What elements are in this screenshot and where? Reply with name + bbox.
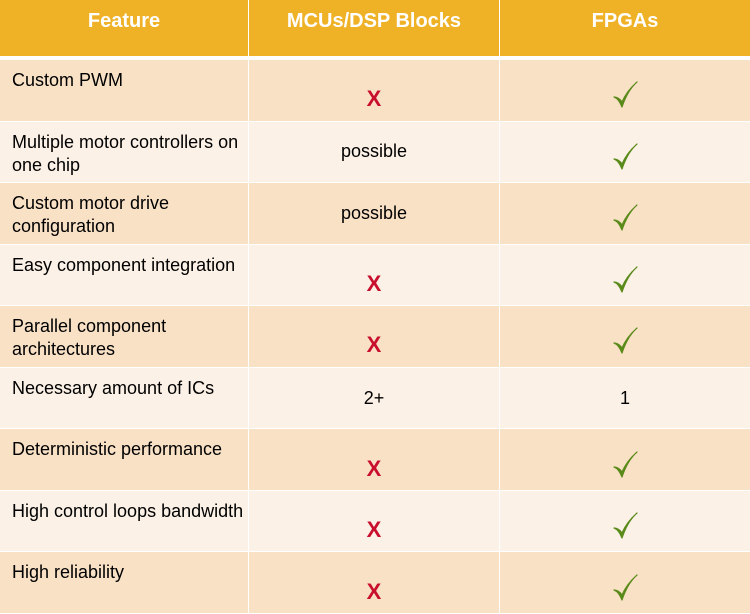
cross-mark-icon: X (366, 86, 382, 112)
check-mark (612, 255, 638, 295)
check-mark (612, 563, 638, 603)
check-mark (612, 501, 638, 541)
feature-cell: High control loops bandwidth (0, 490, 249, 553)
mcu-cell: X (249, 244, 500, 307)
fpga-cell (500, 60, 750, 122)
feature-cell: Custom motor drive configuration (0, 183, 249, 245)
fpga-value: 1 (619, 387, 630, 408)
mcu-cell: X (249, 552, 500, 614)
check-mark-icon (613, 512, 638, 539)
cross-mark-icon: X (366, 270, 382, 296)
cross-mark-icon: X (366, 578, 382, 604)
check-mark-icon (613, 574, 638, 601)
check-mark-icon (613, 81, 638, 108)
fpga-cell: 1 (500, 367, 750, 430)
header-mcu-dsp: MCUs/DSP Blocks (249, 0, 500, 60)
fpga-cell (500, 306, 750, 368)
feature-cell: High reliability (0, 552, 249, 614)
mcu-cell: 2+ (249, 367, 500, 430)
check-mark (612, 193, 638, 233)
check-mark (612, 70, 638, 110)
cross-mark-icon: X (366, 332, 382, 358)
mcu-value: possible (340, 202, 408, 223)
mcu-value: 2+ (363, 387, 385, 408)
fpga-cell (500, 429, 750, 491)
check-mark-icon (613, 143, 638, 170)
cross-mark-icon: X (366, 455, 382, 481)
fpga-cell (500, 552, 750, 614)
feature-cell: Custom PWM (0, 60, 249, 122)
check-mark (612, 316, 638, 356)
header-fpga: FPGAs (500, 0, 750, 60)
mcu-value: possible (340, 141, 408, 162)
mcu-cell: possible (249, 121, 500, 184)
check-mark (612, 440, 638, 480)
mcu-cell: X (249, 429, 500, 491)
fpga-cell (500, 244, 750, 307)
mcu-cell: X (249, 60, 500, 122)
check-mark-icon (613, 450, 638, 478)
check-mark-icon (613, 266, 638, 293)
feature-cell: Multiple motor controllers on one chip (0, 121, 249, 184)
mcu-cell: X (249, 490, 500, 553)
cross-mark-icon: X (366, 517, 382, 543)
mcu-cell: X (249, 306, 500, 368)
mcu-cell: possible (249, 183, 500, 245)
feature-cell: Deterministic performance (0, 429, 249, 491)
feature-cell: Parallel component architectures (0, 306, 249, 368)
check-mark-icon (613, 327, 638, 355)
fpga-cell (500, 183, 750, 245)
check-mark-icon (613, 204, 638, 231)
header-feature: Feature (0, 0, 249, 60)
feature-cell: Easy component integration (0, 244, 249, 307)
fpga-cell (500, 121, 750, 184)
fpga-cell (500, 490, 750, 553)
check-mark (612, 132, 638, 172)
feature-cell: Necessary amount of ICs (0, 367, 249, 430)
